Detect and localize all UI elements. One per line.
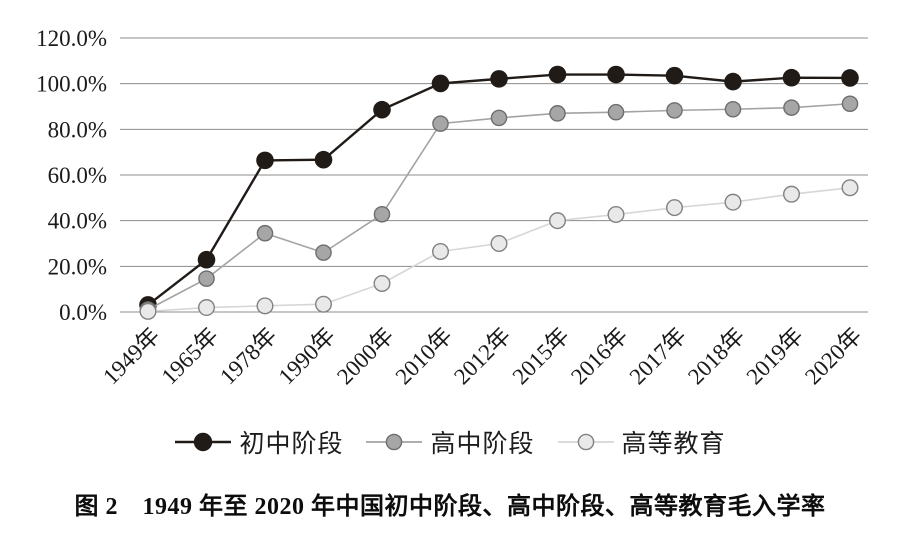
x-tick-label: 1990年 (274, 323, 340, 389)
data-point-senior-secondary (607, 103, 625, 121)
data-point-higher-education (724, 193, 742, 211)
enrollment-line-chart: 120.0% 100.0% 80.0% 60.0% 40.0% 20.0% 0.0%1949… (36, 26, 868, 389)
x-tick-label: 1978年 (215, 323, 281, 389)
x-tick-label: 2020年 (800, 323, 866, 389)
data-point-higher-education (490, 234, 508, 252)
data-point-senior-secondary (666, 102, 683, 119)
data-point-junior-secondary (841, 69, 859, 87)
series-line-senior-secondary (147, 102, 851, 311)
data-point-higher-education (841, 179, 859, 197)
data-point-higher-education (607, 206, 625, 224)
data-point-junior-secondary (665, 66, 684, 85)
data-point-higher-education (197, 299, 215, 317)
y-tick-label: 100.0% (36, 72, 107, 97)
legend-marker-senior-secondary-icon (366, 433, 423, 451)
data-point-junior-secondary (256, 151, 274, 170)
x-tick-label: 2012年 (449, 323, 515, 389)
legend-label-junior-secondary: 初中阶段 (239, 431, 344, 458)
data-point-junior-secondary (197, 250, 216, 269)
data-point-senior-secondary (783, 99, 800, 116)
data-point-senior-secondary (841, 95, 859, 113)
data-point-junior-secondary (548, 65, 567, 84)
x-tick-label: 1965年 (157, 323, 223, 389)
data-point-senior-secondary (724, 100, 742, 118)
x-tick-label: 2019年 (742, 323, 808, 389)
data-point-senior-secondary (198, 270, 215, 287)
data-point-junior-secondary (373, 100, 391, 119)
data-point-higher-education (315, 295, 333, 313)
data-point-junior-secondary (431, 74, 450, 93)
data-point-senior-secondary (432, 115, 449, 132)
x-tick-label: 1949年 (98, 323, 164, 389)
data-point-senior-secondary (373, 205, 391, 223)
legend-dot-higher (577, 433, 594, 451)
data-point-senior-secondary (549, 105, 566, 122)
y-tick-label: 120.0% (36, 26, 107, 51)
x-tick-label: 2000年 (332, 323, 398, 389)
x-tick-label: 2017年 (625, 323, 691, 389)
data-point-higher-education (373, 274, 391, 292)
x-tick-label: 2018年 (683, 323, 749, 389)
legend-label-higher-education: 高等教育 (621, 431, 726, 458)
legend-label-senior-secondary: 高中阶段 (430, 431, 535, 458)
data-point-junior-secondary (490, 70, 508, 88)
data-point-higher-education (432, 242, 450, 260)
x-tick-label: 2010年 (391, 323, 457, 389)
data-point-higher-education (139, 302, 157, 320)
data-point-higher-education (549, 212, 567, 230)
legend-dot-senior (386, 433, 403, 451)
y-tick-label: 0.0% (59, 300, 107, 325)
y-tick-label: 60.0% (48, 163, 107, 188)
data-point-junior-secondary (314, 150, 333, 169)
data-point-senior-secondary (256, 224, 274, 242)
data-point-higher-education (666, 199, 684, 217)
data-point-junior-secondary (607, 65, 625, 84)
data-point-junior-secondary (724, 72, 742, 91)
x-tick-label: 2015年 (508, 323, 574, 389)
data-point-higher-education (256, 297, 274, 315)
legend-item-junior-secondary: 初中阶段 (174, 424, 343, 460)
data-point-senior-secondary (490, 109, 508, 127)
legend-marker-junior-secondary-icon (175, 432, 232, 452)
figure-caption: 图 2 1949 年至 2020 年中国初中阶段、高中阶段、高等教育毛入学率 (74, 494, 826, 520)
legend-marker-higher-education-icon (557, 433, 614, 451)
y-tick-label: 20.0% (48, 254, 107, 279)
y-tick-label: 80.0% (48, 117, 107, 142)
legend-item-higher-education: 高等教育 (557, 424, 726, 460)
data-point-junior-secondary (782, 68, 801, 87)
chart-legend: 初中阶段 高中阶段 高等教育 (0, 424, 900, 460)
legend-item-senior-secondary: 高中阶段 (365, 424, 534, 460)
legend-dot-junior (194, 432, 213, 452)
data-point-higher-education (783, 185, 801, 203)
y-tick-label: 40.0% (48, 209, 107, 234)
x-tick-label: 2016年 (566, 323, 632, 389)
data-point-senior-secondary (315, 244, 332, 261)
